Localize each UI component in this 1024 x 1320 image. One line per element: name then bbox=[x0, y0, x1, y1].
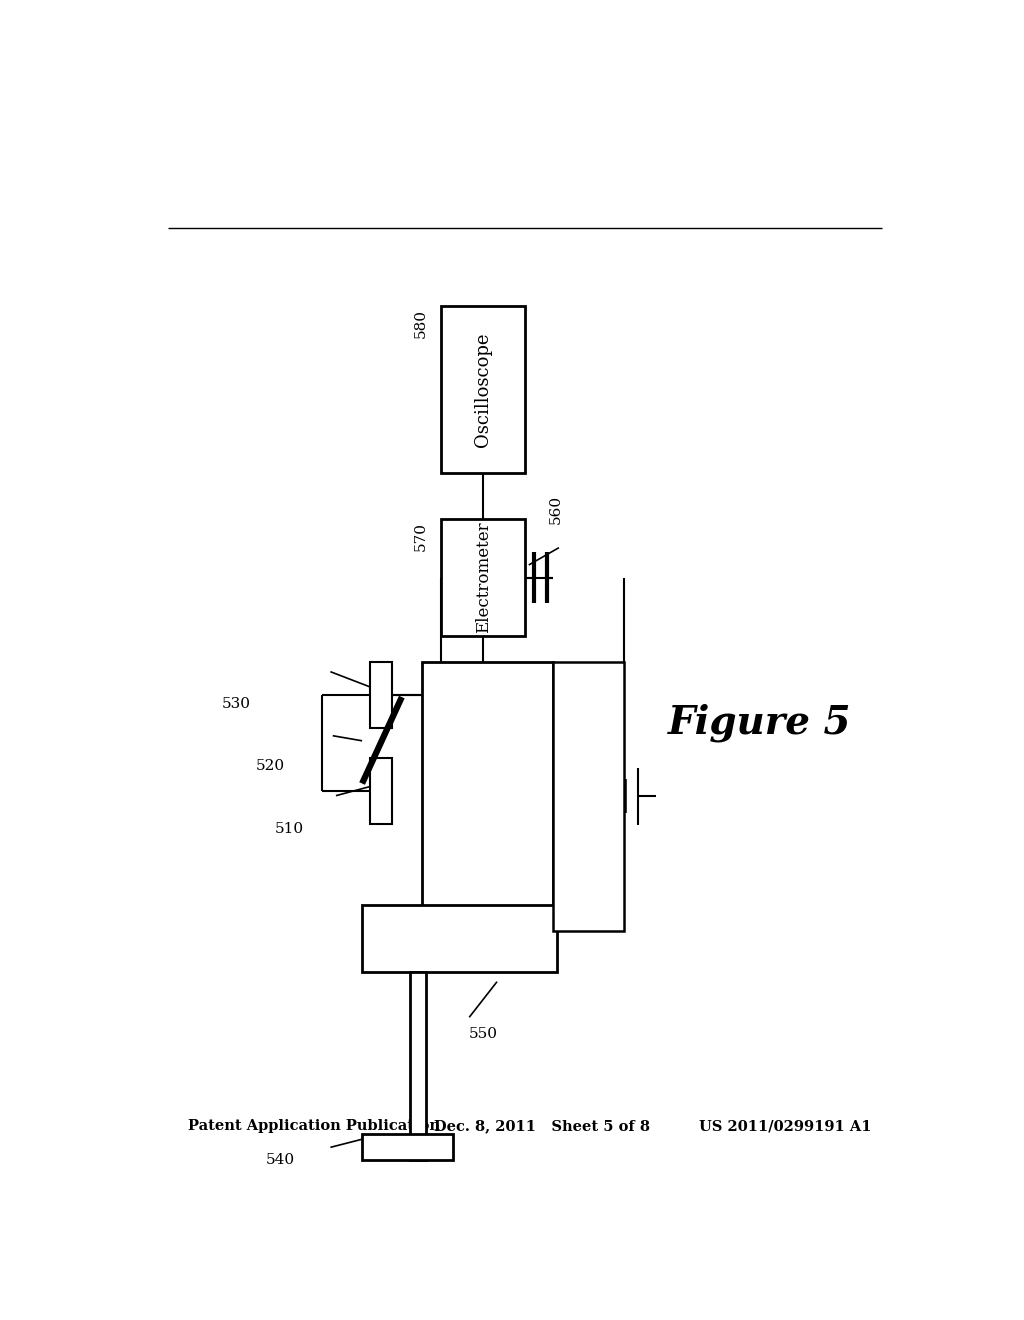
Text: 560: 560 bbox=[549, 495, 562, 524]
Text: 540: 540 bbox=[265, 1152, 295, 1167]
Text: Patent Application Publication: Patent Application Publication bbox=[187, 1119, 439, 1133]
Text: Dec. 8, 2011   Sheet 5 of 8: Dec. 8, 2011 Sheet 5 of 8 bbox=[433, 1119, 649, 1133]
Text: 510: 510 bbox=[275, 822, 304, 837]
Bar bbox=[362, 906, 557, 972]
Text: Oscilloscope: Oscilloscope bbox=[474, 333, 493, 447]
Text: 520: 520 bbox=[256, 759, 285, 774]
Bar bbox=[441, 306, 525, 474]
Text: US 2011/0299191 A1: US 2011/0299191 A1 bbox=[699, 1119, 871, 1133]
Text: 550: 550 bbox=[469, 1027, 499, 1041]
Text: 530: 530 bbox=[222, 697, 251, 711]
Text: Electrometer: Electrometer bbox=[475, 521, 492, 634]
Bar bbox=[410, 972, 426, 1159]
Bar bbox=[370, 758, 392, 824]
Bar bbox=[553, 661, 624, 931]
Text: Figure 5: Figure 5 bbox=[668, 704, 851, 742]
Bar bbox=[441, 519, 525, 636]
Text: 580: 580 bbox=[414, 309, 428, 338]
Text: 570: 570 bbox=[414, 523, 428, 552]
Bar bbox=[362, 1134, 454, 1159]
Bar bbox=[422, 661, 553, 931]
Bar bbox=[370, 661, 392, 727]
